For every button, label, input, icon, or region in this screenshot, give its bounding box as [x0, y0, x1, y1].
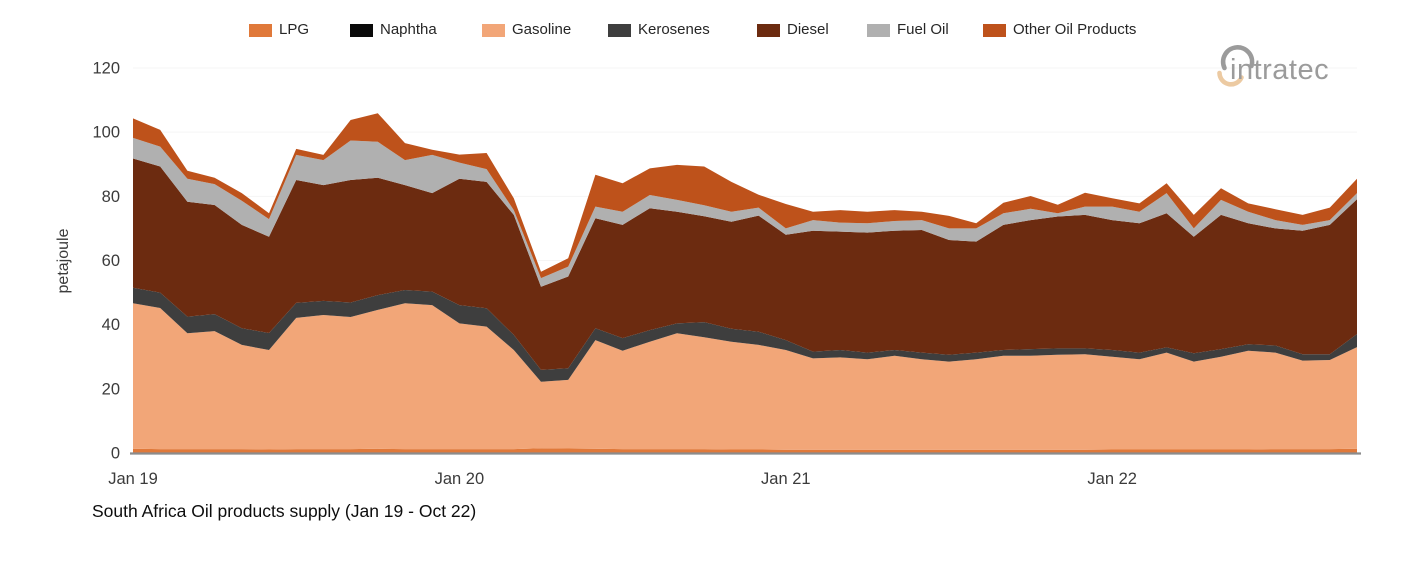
- legend-item-other-oil-products[interactable]: Other Oil Products: [983, 21, 1136, 39]
- area-gasoline[interactable]: [133, 303, 1357, 450]
- area-kerosenes[interactable]: [133, 287, 1357, 382]
- x-tick-label-jan-19: Jan 19: [108, 470, 158, 488]
- legend: LPG Naphtha Gasoline Kerosenes Diesel Fu…: [0, 0, 1401, 46]
- y-tick-label-120: 120: [92, 60, 120, 78]
- legend-item-naphtha[interactable]: Naphtha: [350, 21, 437, 39]
- naphtha-swatch-icon: [350, 23, 373, 37]
- legend-label: Kerosenes: [638, 21, 710, 38]
- legend-label: Other Oil Products: [1013, 21, 1137, 38]
- intratec-logo-icon: [1217, 45, 1255, 87]
- y-tick-label-20: 20: [102, 380, 120, 398]
- legend-item-diesel[interactable]: Diesel: [757, 21, 829, 39]
- chart-title: South Africa Oil products supply (Jan 19…: [92, 501, 477, 521]
- gasoline-swatch-icon: [482, 23, 505, 37]
- legend-item-gasoline[interactable]: Gasoline: [482, 21, 571, 39]
- area-other-oil-products[interactable]: [133, 113, 1357, 279]
- other-oil-products-swatch-icon: [983, 23, 1006, 37]
- legend-label: Naphtha: [380, 21, 437, 38]
- legend-item-fuel-oil[interactable]: Fuel Oil: [867, 21, 949, 39]
- area-diesel[interactable]: [133, 158, 1357, 370]
- y-tick-label-80: 80: [102, 188, 120, 206]
- diesel-swatch-icon: [757, 23, 780, 37]
- y-tick-label-60: 60: [102, 252, 120, 270]
- fuel-oil-swatch-icon: [867, 23, 890, 37]
- area-fuel-oil[interactable]: [133, 137, 1357, 287]
- legend-item-kerosenes[interactable]: Kerosenes: [608, 21, 710, 39]
- lpg-swatch-icon: [249, 23, 272, 37]
- x-tick-label-jan-20: Jan 20: [435, 470, 485, 488]
- y-axis-unit-label: petajoule: [55, 228, 72, 293]
- intratec-logo: intratec: [1214, 40, 1374, 98]
- y-tick-label-100: 100: [92, 124, 120, 142]
- legend-item-lpg[interactable]: LPG: [249, 21, 309, 39]
- x-tick-label-jan-21: Jan 21: [761, 470, 811, 488]
- y-tick-label-0: 0: [111, 445, 120, 463]
- kerosenes-swatch-icon: [608, 23, 631, 37]
- legend-label: Fuel Oil: [897, 21, 949, 38]
- legend-label: LPG: [279, 21, 310, 38]
- legend-label: Gasoline: [512, 21, 572, 38]
- x-tick-label-jan-22: Jan 22: [1087, 470, 1137, 488]
- area-lpg[interactable]: [133, 448, 1357, 453]
- y-tick-label-40: 40: [102, 316, 120, 334]
- legend-label: Diesel: [787, 21, 829, 38]
- intratec-logo-text: intratec: [1230, 54, 1330, 86]
